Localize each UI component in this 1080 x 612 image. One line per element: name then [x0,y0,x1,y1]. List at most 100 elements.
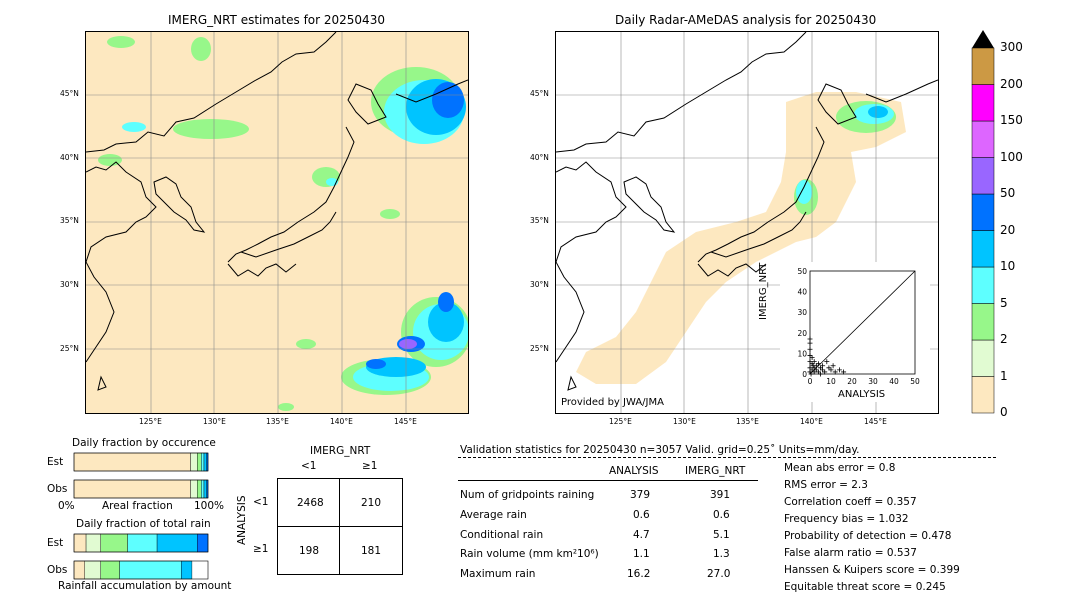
scatter-point [808,371,814,377]
left-lat-30: 30°N [60,280,79,289]
validation-row-analysis: 4.7 [633,529,650,541]
right-lat-30: 30°N [530,280,549,289]
contingency-hline [278,526,402,527]
colorbar-segment [971,120,995,158]
left-lon-140: 140°E [330,417,353,426]
total-rain-caption: Rainfall accumulation by amount [58,580,232,592]
validation-row-label: Num of gridpoints raining [460,489,595,501]
total-rain-segment [84,560,102,580]
contingency-cell-c: 198 [299,545,320,557]
scatter-x-tick: 30 [868,377,878,386]
left-map [85,31,469,414]
validation-row-label: Conditional rain [460,529,544,541]
right-coastlines [556,32,938,391]
total-rain-bar-outline [73,533,209,553]
scatter-xlabel: ANALYSIS [838,389,886,400]
total-rain-bar-outline [73,560,209,580]
total-rain-segment [85,533,101,553]
scatter-point [822,369,828,375]
validation-header: Validation statistics for 20250430 n=305… [460,444,860,456]
total-rain-segment [73,533,87,553]
colorbar-tick-label: 20 [1000,222,1016,237]
colorbar-tick-label: 2 [1000,332,1008,346]
scatter-point [836,367,842,373]
right-map-title: Daily Radar-AMeDAS analysis for 20250430 [615,13,877,27]
scatter-point [830,363,836,369]
credit-label: Provided by JWA/JMA [561,397,664,408]
left-grid [86,32,468,413]
right-lon-125: 125°E [609,417,632,426]
right-lon-135: 135°E [736,417,759,426]
validation-row-analysis: 379 [630,489,651,501]
right-precip-blue [868,106,888,118]
right-coverage [576,92,906,384]
scatter-point [832,369,838,375]
scatter-x-tick: 0 [808,377,813,386]
total-rain-est-label: Est [47,537,64,549]
right-lon-130: 130°E [673,417,696,426]
occurrence-segment [73,479,191,499]
validation-dash-line [458,457,996,458]
right-lon-140: 140°E [800,417,823,426]
scatter-point [807,346,813,352]
left-lat-45: 45°N [60,89,79,98]
score-line: Correlation coeff = 0.357 [784,496,917,508]
validation-row-analysis: 16.2 [627,568,651,580]
colorbar-segment [971,266,995,304]
validation-col-underline [458,480,758,481]
validation-col-imerg: IMERG_NRT [685,465,746,477]
total-rain-segment [180,560,193,580]
left-lon-135: 135°E [266,417,289,426]
scatter-y-tick: 50 [797,267,807,276]
total-rain-segment [100,560,120,580]
occurrence-segment [73,452,191,472]
validation-row-imerg: 0.6 [713,509,730,521]
occurrence-axis-left: 0% [58,500,75,512]
total-rain-segment [100,533,128,553]
total-rain-segment [119,560,182,580]
score-line: Mean abs error = 0.8 [784,462,896,474]
occurrence-segment [190,479,198,499]
total-rain-segment [156,533,198,553]
score-line: Equitable threat score = 0.245 [784,581,946,593]
score-line: Probability of detection = 0.478 [784,530,952,542]
occurrence-est-label: Est [47,456,64,468]
score-line: Hanssen & Kuipers score = 0.399 [784,564,960,576]
colorbar-tick-label: 300 [1000,40,1023,54]
contingency-row-header: ANALYSIS [236,495,248,545]
colorbar-extend-arrow [972,30,994,48]
score-line: Frequency bias = 1.032 [784,513,909,525]
total-rain-title: Daily fraction of total rain [76,518,211,530]
left-coastlines [86,32,468,391]
occurrence-obs-label: Obs [47,483,68,495]
right-lat-40: 40°N [530,153,549,162]
right-lat-35: 35°N [530,216,549,225]
scatter-y-tick: 30 [797,308,807,317]
occurrence-chart [73,452,209,499]
scatter-point [807,336,813,342]
scatter-point [818,371,823,377]
contingency-col-ge: ≥1 [362,460,378,472]
colorbar-segment [971,339,995,377]
colorbar-tick-label: 150 [1000,113,1023,127]
colorbar-segment [971,193,995,231]
occurrence-segment [197,452,202,472]
validation-row-imerg: 5.1 [713,529,730,541]
right-map-canvas [556,32,938,413]
validation-col-analysis: ANALYSIS [609,465,659,477]
validation-row-analysis: 0.6 [633,509,650,521]
colorbar-tick-label: 0 [1000,405,1008,419]
total-rain-chart [73,533,209,580]
occurrence-axis-right: 100% [194,500,225,512]
scatter-point [809,355,815,361]
left-lat-35: 35°N [60,216,79,225]
left-lon-145: 145°E [394,417,417,426]
score-line: RMS error = 2.3 [784,479,868,491]
scatter-point [828,367,834,373]
scatter-x-tick: 40 [889,377,899,386]
contingency-col-lt: <1 [301,460,317,472]
colorbar-tick-label: 10 [1000,259,1016,273]
total-rain-obs-label: Obs [47,564,68,576]
contingency-row-lt: <1 [253,496,269,508]
right-lat-45: 45°N [530,89,549,98]
